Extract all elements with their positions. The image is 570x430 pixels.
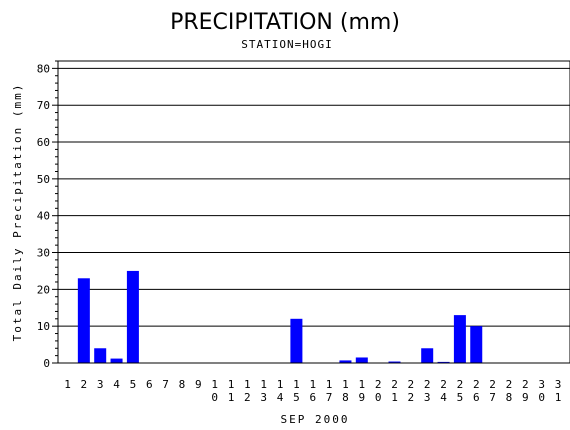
x-tick-label-31-part1: 3 xyxy=(555,378,562,391)
x-tick-label-15-part2: 5 xyxy=(293,391,300,404)
plot-frame xyxy=(57,60,570,364)
x-tick-label-16-part2: 6 xyxy=(309,391,316,404)
x-tick-label-18-part1: 1 xyxy=(342,378,349,391)
x-tick-label-12-part2: 2 xyxy=(244,391,251,404)
x-tick-label-28-part2: 8 xyxy=(506,391,513,404)
bar-day-18 xyxy=(339,360,352,363)
bar-day-25 xyxy=(453,315,466,363)
x-tick-label-30-part1: 3 xyxy=(538,378,545,391)
x-tick-label-19-part1: 1 xyxy=(358,378,365,391)
bar-day-26 xyxy=(470,326,483,363)
y-tick-label: 80 xyxy=(37,62,50,75)
x-tick-label-29-part1: 2 xyxy=(522,378,529,391)
gridlines xyxy=(58,67,570,327)
x-tick-label-6: 6 xyxy=(146,378,153,391)
bar-day-2 xyxy=(77,278,90,363)
x-tick-label-24-part2: 4 xyxy=(440,391,447,404)
x-tick-label-17-part1: 1 xyxy=(326,378,333,391)
x-tick-label-31-part2: 1 xyxy=(555,391,562,404)
x-tick-label-10-part1: 1 xyxy=(211,378,218,391)
bar-day-21 xyxy=(388,361,401,363)
x-tick-label-26-part1: 2 xyxy=(473,378,480,391)
bar-day-24 xyxy=(437,361,450,363)
x-tick-label-25-part1: 2 xyxy=(457,378,464,391)
x-tick-label-3: 3 xyxy=(97,378,104,391)
x-tick-label-23-part1: 2 xyxy=(424,378,431,391)
bar-day-15 xyxy=(290,318,303,363)
x-tick-label-1: 1 xyxy=(64,378,71,391)
x-tick-label-15-part1: 1 xyxy=(293,378,300,391)
x-tick-label-14-part1: 1 xyxy=(277,378,284,391)
y-tick-label: 70 xyxy=(37,99,50,112)
x-tick-label-22-part2: 2 xyxy=(408,391,415,404)
x-tick-label-17-part2: 7 xyxy=(326,391,333,404)
y-tick-label: 20 xyxy=(37,283,50,296)
x-tick-label-16-part1: 1 xyxy=(309,378,316,391)
x-tick-label-27-part1: 2 xyxy=(489,378,496,391)
x-tick-label-4: 4 xyxy=(113,378,120,391)
x-tick-label-5: 5 xyxy=(130,378,137,391)
x-tick-label-13-part1: 1 xyxy=(260,378,267,391)
x-tick-label-9: 9 xyxy=(195,378,202,391)
y-tick-label: 40 xyxy=(37,210,50,223)
x-tick-label-14-part2: 4 xyxy=(277,391,284,404)
x-tick-label-20-part2: 0 xyxy=(375,391,382,404)
x-tick-label-20-part1: 2 xyxy=(375,378,382,391)
x-tick-label-27-part2: 7 xyxy=(489,391,496,404)
x-tick-label-11-part2: 1 xyxy=(228,391,235,404)
x-tick-label-28-part1: 2 xyxy=(506,378,513,391)
y-tick-label: 30 xyxy=(37,247,50,260)
x-tick-label-13-part2: 3 xyxy=(260,391,267,404)
x-tick-label-24-part1: 2 xyxy=(440,378,447,391)
chart-title: PRECIPITATION (mm) xyxy=(170,10,400,35)
x-tick-label-29-part2: 9 xyxy=(522,391,529,404)
x-axis-label: SEP 2000 xyxy=(281,413,350,426)
x-tick-label-7: 7 xyxy=(162,378,169,391)
x-tick-label-19-part2: 9 xyxy=(358,391,365,404)
bar-day-23 xyxy=(421,348,434,363)
bar-day-19 xyxy=(355,357,368,363)
y-tick-label: 0 xyxy=(43,357,50,370)
bars xyxy=(77,270,483,363)
x-axis-ticks: 1 2 3 4 5 6 7 8 9 1011121314151617181920212223242… xyxy=(64,378,561,404)
x-tick-label-2: 2 xyxy=(81,378,88,391)
x-tick-label-21-part1: 2 xyxy=(391,378,398,391)
y-tick-label: 10 xyxy=(37,320,50,333)
x-tick-label-12-part1: 1 xyxy=(244,378,251,391)
x-tick-label-30-part2: 0 xyxy=(538,391,545,404)
x-tick-label-26-part2: 6 xyxy=(473,391,480,404)
chart-subtitle: STATION=HOGI xyxy=(241,38,332,51)
x-tick-label-10-part2: 0 xyxy=(211,391,218,404)
y-axis-ticks: 0 10 20 30 40 50 60 70 80 xyxy=(37,60,58,370)
bar-day-5 xyxy=(126,270,139,363)
bar-day-3 xyxy=(94,348,107,363)
x-tick-label-11-part1: 1 xyxy=(228,378,235,391)
x-tick-label-8: 8 xyxy=(179,378,186,391)
x-tick-label-23-part2: 3 xyxy=(424,391,431,404)
x-tick-label-18-part2: 8 xyxy=(342,391,349,404)
x-tick-label-25-part2: 5 xyxy=(457,391,464,404)
y-tick-label: 60 xyxy=(37,136,50,149)
bar-day-4 xyxy=(110,358,123,363)
x-tick-label-21-part2: 1 xyxy=(391,391,398,404)
y-axis-label: Total Daily Precipitation (mm) xyxy=(11,83,24,342)
x-tick-label-22-part1: 2 xyxy=(408,378,415,391)
y-tick-label: 50 xyxy=(37,173,50,186)
